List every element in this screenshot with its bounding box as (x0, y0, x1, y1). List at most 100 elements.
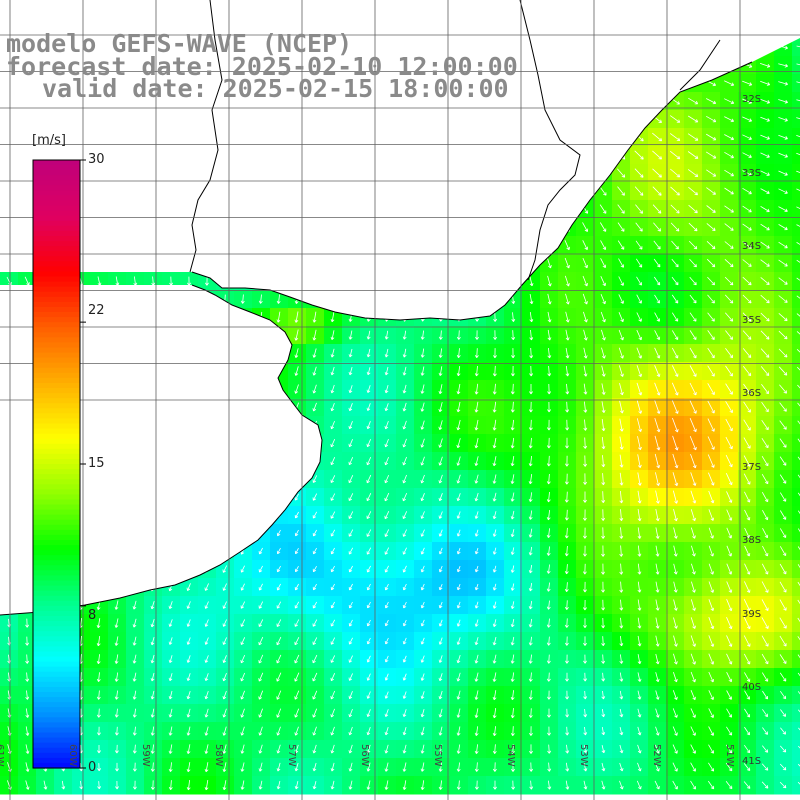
wind-arrow (724, 294, 734, 304)
wind-arrow (778, 152, 788, 158)
wind-arrow (492, 383, 497, 395)
wind-arrow (760, 188, 770, 194)
colorbar-segment (33, 291, 80, 298)
wind-arrow (456, 511, 461, 519)
wind-arrow (724, 98, 735, 105)
wind-arrow (420, 744, 425, 754)
wind-arrow (743, 437, 751, 449)
wind-arrow (186, 744, 191, 754)
colorbar-segment (33, 545, 80, 551)
wind-arrow (528, 636, 533, 646)
wind-arrow (706, 115, 717, 123)
latitude-label: 37S (742, 461, 762, 473)
wind-arrow (546, 473, 551, 485)
wind-arrow (528, 654, 533, 664)
wind-arrow (510, 437, 515, 449)
wind-arrow (726, 563, 733, 575)
wind-arrow (707, 454, 715, 468)
wind-arrow (510, 456, 515, 467)
wind-arrow (601, 727, 606, 736)
wind-arrow (708, 653, 715, 665)
wind-arrow (742, 116, 753, 122)
wind-arrow (742, 152, 752, 158)
wind-arrow (384, 709, 389, 718)
wind-arrow (690, 509, 696, 522)
wind-arrow (402, 673, 407, 681)
wind-arrow (619, 727, 624, 736)
colorbar-segment (33, 585, 80, 592)
wind-arrow (671, 294, 679, 304)
wind-arrow (689, 365, 697, 377)
wind-arrow (796, 117, 800, 120)
wind-arrow (708, 563, 714, 575)
wind-arrow (564, 473, 569, 485)
wind-arrow (708, 635, 715, 647)
wind-arrow (114, 618, 119, 628)
wind-arrow (96, 708, 101, 718)
wind-arrow (672, 762, 678, 772)
wind-arrow (797, 546, 800, 551)
wind-arrow (690, 726, 696, 736)
wind-arrow (599, 186, 607, 196)
wind-speed-cell (792, 524, 800, 543)
colorbar-segment (33, 641, 80, 647)
wind-arrow (654, 294, 660, 304)
wind-arrow (546, 582, 551, 592)
wind-arrow (778, 366, 788, 376)
wind-arrow (384, 673, 389, 681)
wind-speed-cell (792, 128, 800, 147)
colorbar-segment (33, 332, 80, 338)
colorbar-tick-8: 8 (88, 608, 97, 623)
wind-arrow (547, 762, 552, 772)
colorbar-segment (33, 666, 80, 673)
wind-arrow (456, 330, 461, 340)
wind-arrow (743, 635, 751, 647)
wind-arrow (636, 347, 643, 359)
colorbar-segment (33, 494, 80, 501)
wind-arrow (689, 400, 697, 414)
wind-arrow (583, 672, 588, 682)
wind-arrow (402, 474, 407, 484)
wind-arrow (583, 365, 588, 377)
wind-arrow (438, 762, 443, 772)
wind-arrow (312, 566, 317, 573)
wind-arrow (761, 635, 769, 647)
wind-arrow (761, 492, 769, 503)
wind-arrow (348, 637, 353, 645)
wind-speed-cell (792, 92, 800, 111)
colorbar-segment (33, 529, 80, 536)
wind-arrow (619, 400, 624, 414)
wind-arrow (420, 762, 425, 772)
wind-arrow (778, 206, 788, 212)
model-title: modelo GEFS-WAVE (NCEP) (6, 29, 353, 58)
wind-arrow (583, 708, 588, 718)
wind-arrow (652, 150, 662, 160)
wind-arrow (114, 744, 119, 754)
wind-arrow (672, 435, 679, 451)
wind-arrow (760, 277, 770, 285)
wind-arrow (456, 690, 461, 700)
wind-arrow (619, 527, 624, 539)
wind-arrow (564, 509, 569, 521)
wind-arrow (744, 581, 751, 593)
wind-arrow (348, 744, 353, 754)
wind-arrow (312, 366, 317, 376)
wind-arrow (492, 419, 497, 431)
wind-arrow (240, 708, 245, 718)
wind-arrow (564, 564, 569, 575)
wind-arrow (654, 417, 661, 433)
wind-arrow (96, 672, 101, 682)
wind-arrow (312, 547, 317, 555)
wind-arrow (706, 241, 716, 250)
wind-arrow (564, 491, 569, 503)
wind-arrow (204, 637, 209, 645)
wind-arrow (690, 472, 697, 486)
wind-arrow (384, 474, 390, 484)
colorbar-segment (33, 388, 80, 394)
wind-arrow (312, 329, 317, 341)
wind-arrow (132, 672, 137, 682)
colorbar-segment (33, 281, 80, 288)
colorbar-segment (33, 676, 80, 683)
wind-arrow (725, 762, 733, 772)
latitude-label: 32S (742, 94, 762, 105)
